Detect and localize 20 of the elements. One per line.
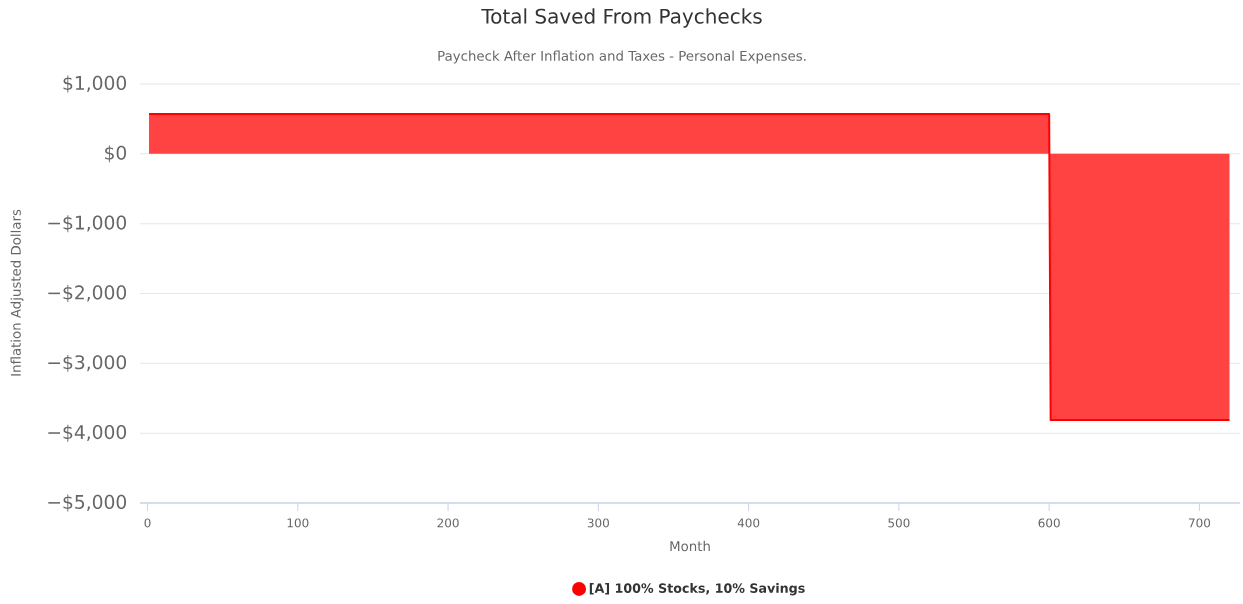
x-tick-label: 200 (437, 518, 459, 528)
x-axis-title: Month (670, 540, 710, 552)
y-tick-label: −$4,000 (48, 424, 127, 442)
y-tick-label: $1,000 (63, 75, 127, 93)
y-tick-label: −$5,000 (48, 494, 127, 512)
legend-label: [A] 100% Stocks, 10% Savings (589, 583, 805, 596)
x-tick-label: 700 (1188, 518, 1211, 528)
y-tick-label: −$3,000 (48, 354, 127, 372)
x-tick-label: 300 (587, 518, 609, 528)
x-tick-label: 500 (888, 518, 910, 528)
y-tick-label: −$1,000 (48, 215, 127, 233)
x-tick-label: 400 (737, 518, 760, 528)
x-tick-label: 100 (287, 518, 309, 528)
y-tick-label: −$2,000 (48, 285, 127, 302)
chart-subtitle: Paycheck After Inflation and Taxes - Personal Expenses. (438, 50, 806, 64)
x-tick-label: 0 (144, 518, 151, 528)
y-tick-label: $0 (105, 145, 127, 163)
x-tick-label: 600 (1038, 518, 1060, 528)
y-axis-title: Inflation Adjusted Dollars (10, 209, 24, 376)
chart-title: Total Saved From Paychecks (481, 8, 762, 28)
